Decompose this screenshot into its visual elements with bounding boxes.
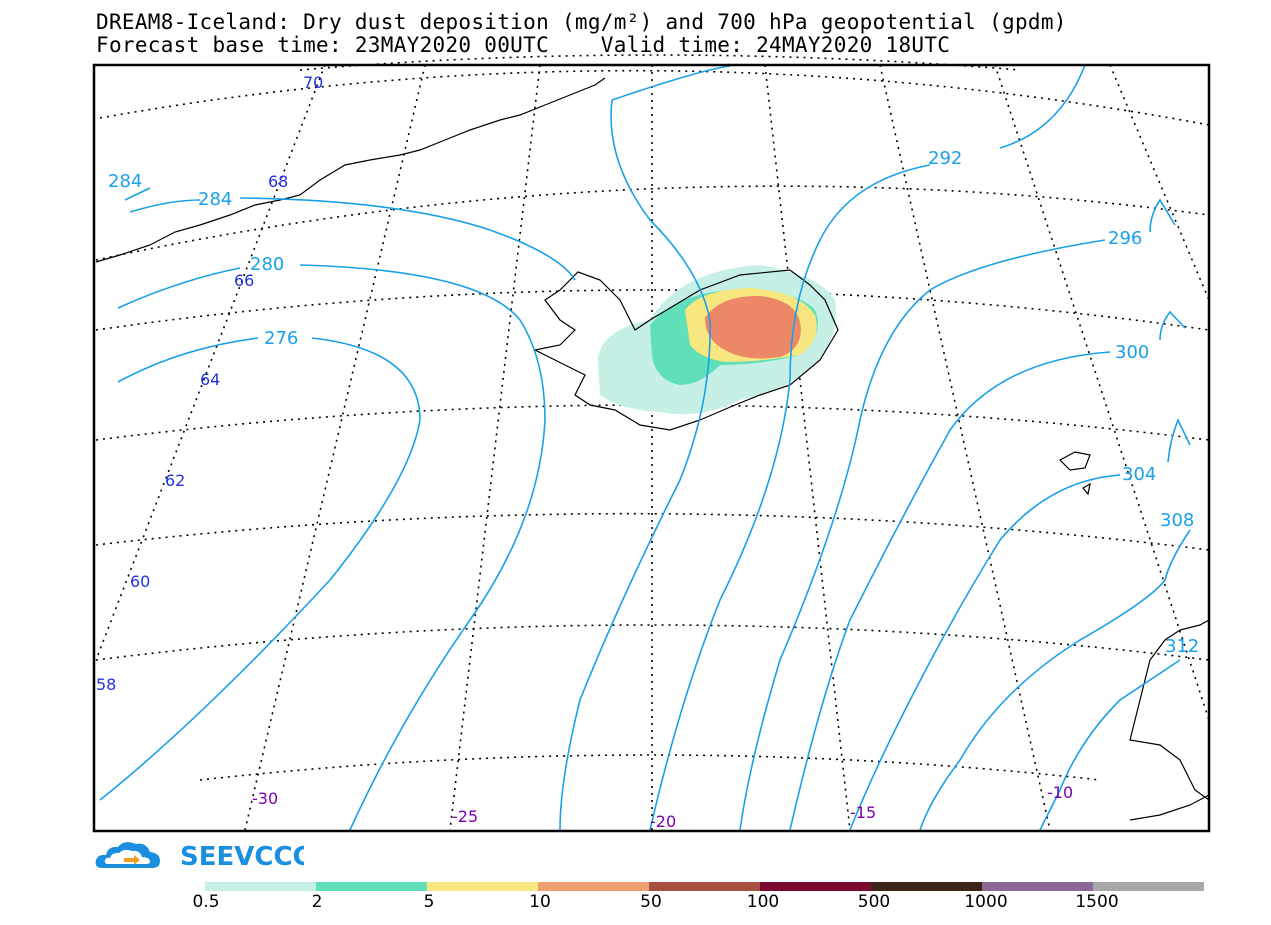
- lat-line-66: [95, 185, 1210, 261]
- seevccc-logo: SEEVCCC: [94, 836, 312, 874]
- legend-swatch-4: [538, 882, 649, 891]
- chart-title-line-2: Forecast base time: 23MAY2020 00UTC Vali…: [96, 33, 951, 57]
- contour-label-284: 284: [198, 189, 232, 210]
- contour-292: [649, 64, 1086, 831]
- lat-line-56: [199, 754, 1101, 781]
- geopotential-contours: [99, 64, 1191, 831]
- lon-label-15: -15: [850, 803, 876, 822]
- contour-label-296: 296: [1108, 228, 1142, 249]
- legend-swatch-5: [649, 882, 760, 891]
- contour-308: [919, 529, 1191, 831]
- lat-label-58: 58: [96, 675, 116, 694]
- legend-swatch-3: [427, 882, 538, 891]
- legend-label-10: 10: [529, 892, 551, 912]
- legend-swatch-1: [205, 882, 316, 891]
- legend-label-0-5: 0.5: [192, 892, 220, 912]
- contour-288: [559, 65, 731, 831]
- lon-line-25: [449, 64, 541, 831]
- contour-284-west: [124, 187, 151, 201]
- legend-swatch-8: [982, 882, 1093, 891]
- greenland-coastline: [95, 77, 606, 263]
- contour-300: [789, 310, 1186, 831]
- norway-coastline: [1129, 618, 1210, 802]
- lon-label-30: -30: [252, 789, 278, 808]
- legend-label-2: 2: [311, 892, 323, 912]
- contour-label-300: 300: [1115, 342, 1149, 363]
- legend-swatch-9: [1093, 882, 1204, 891]
- lat-label-66: 66: [234, 271, 254, 290]
- lat-label-62: 62: [165, 471, 185, 490]
- lon-label-10: -10: [1047, 783, 1073, 802]
- scotland-coastline: [1129, 794, 1210, 821]
- legend-swatch-6: [760, 882, 871, 891]
- lon-line-35: [95, 64, 326, 661]
- contour-label-312: 312: [1165, 636, 1199, 657]
- contour-312: [1039, 659, 1181, 831]
- legend-label-100: 100: [746, 892, 780, 912]
- lat-label-60: 60: [130, 572, 150, 591]
- legend-label-50: 50: [640, 892, 662, 912]
- contour-label-304: 304: [1122, 464, 1156, 485]
- cloud-arrow-icon: SEEVCCC: [95, 842, 312, 872]
- color-legend-bar: [205, 882, 1204, 891]
- lat-label-68: 68: [268, 172, 288, 191]
- contour-304: [849, 418, 1191, 831]
- legend-label-5: 5: [423, 892, 435, 912]
- faroe-islands-coastline: [1059, 451, 1091, 496]
- lon-line-5: [994, 64, 1210, 721]
- contour-284: [129, 197, 576, 281]
- contour-276: [99, 337, 421, 801]
- legend-label-1500: 1500: [1075, 892, 1119, 912]
- chart-title-line-1: DREAM8-Iceland: Dry dust deposition (mg/…: [96, 10, 1067, 34]
- lon-label-25: -25: [452, 807, 478, 826]
- legend-label-1000: 1000: [964, 892, 1008, 912]
- lat-label-70: 70: [303, 73, 323, 92]
- lon-line-0: [1109, 64, 1210, 301]
- lat-label-64: 64: [200, 370, 220, 389]
- iceland-coastline: [533, 269, 839, 431]
- contour-280: [117, 264, 546, 831]
- longitude-gridlines: [95, 64, 1210, 831]
- dust-level-10: [705, 295, 801, 359]
- latitude-gridlines: [95, 54, 1210, 781]
- contour-296: [739, 198, 1176, 831]
- contour-label-308: 308: [1160, 510, 1194, 531]
- dust-deposition-field: [598, 265, 836, 415]
- map-frame: [92, 63, 1211, 833]
- contour-label-276: 276: [264, 328, 298, 349]
- contour-label-292: 292: [928, 148, 962, 169]
- contour-label-284-west: 284: [108, 171, 142, 192]
- legend-swatch-7: [871, 882, 982, 891]
- logo-text: SEEVCCC: [180, 842, 304, 872]
- lon-line-30: [244, 64, 426, 831]
- legend-label-500: 500: [857, 892, 891, 912]
- lon-label-20: -20: [650, 812, 676, 831]
- contour-label-280: 280: [250, 254, 284, 275]
- legend-swatch-2: [316, 882, 427, 891]
